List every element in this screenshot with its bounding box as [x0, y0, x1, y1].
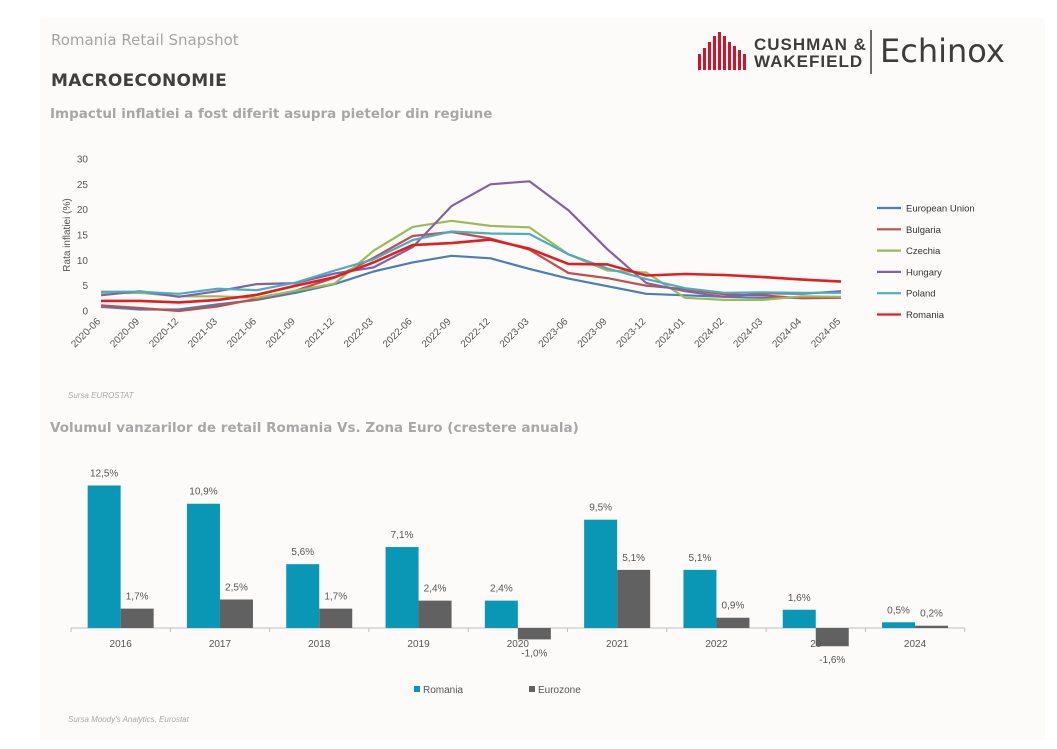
data-label: 1,7%: [324, 592, 347, 603]
category-label: 2022: [705, 639, 728, 650]
category-label: 2018: [308, 639, 331, 650]
category-label: 2021: [606, 639, 629, 650]
data-label: 2,4%: [424, 584, 447, 595]
bar-eurozone: [716, 617, 750, 628]
data-label: 9,5%: [589, 503, 612, 514]
report-header: Romania Retail Snapshot: [51, 31, 239, 49]
legend-label: Romania: [906, 310, 945, 321]
bar-eurozone: [418, 600, 452, 628]
category-label: 2017: [209, 639, 232, 650]
bar-eurozone: [219, 599, 253, 628]
data-label: 1,7%: [126, 592, 149, 603]
y-tick-label: 30: [77, 155, 89, 166]
legend-swatch: [529, 686, 535, 692]
series-line: [100, 219, 842, 301]
y-tick-label: 5: [82, 281, 88, 292]
category-label: 2020: [507, 639, 530, 650]
bar-eurozone: [120, 608, 154, 628]
legend-label: European Union: [906, 204, 975, 215]
bar-eurozone: [815, 628, 849, 647]
bar-romania: [683, 569, 717, 628]
bar-eurozone: [517, 628, 551, 640]
bar-eurozone: [617, 569, 651, 628]
data-label: 0,2%: [920, 609, 943, 620]
legend-label: Hungary: [906, 267, 942, 278]
category-label: 2019: [407, 639, 430, 650]
retail-chart-source: Sursa Moody's Analytics, Eurostat: [68, 715, 189, 724]
bar-romania: [385, 547, 419, 628]
logo-text: CUSHMAN & WAKEFIELD: [754, 36, 867, 70]
series-line: [101, 230, 841, 295]
legend-label: Bulgaria: [906, 225, 942, 236]
inflation-chart-source: Sursa EUROSTAT: [68, 391, 134, 400]
bar-romania: [186, 503, 220, 628]
y-tick-label: 15: [77, 231, 89, 242]
data-label: 12,5%: [90, 469, 118, 480]
legend-label: Poland: [906, 289, 936, 300]
bar-romania: [882, 622, 916, 628]
logo-echinox: Echinox: [880, 32, 1005, 70]
y-tick-label: 20: [77, 205, 89, 216]
bar-eurozone: [319, 608, 353, 628]
bar-romania: [782, 609, 816, 628]
logo-line-2: WAKEFIELD: [754, 52, 864, 71]
logo-divider: [870, 30, 872, 74]
legend-swatch: [414, 686, 420, 692]
section-title: MACROECONOMIE: [51, 71, 228, 91]
y-tick-label: 0: [82, 307, 88, 318]
cw-logo-icon: [698, 32, 746, 70]
data-label: 7,1%: [391, 530, 414, 541]
data-label: 5,1%: [622, 553, 645, 564]
inflation-chart-title: Impactul inflatiei a fost diferit asupra…: [50, 106, 493, 122]
data-label: -1,0%: [521, 648, 547, 659]
data-label: 2,5%: [225, 583, 248, 594]
data-label: 0,9%: [722, 601, 745, 612]
legend-label: Czechia: [906, 246, 941, 257]
category-label: 20: [810, 639, 822, 650]
data-label: 5,1%: [689, 553, 712, 564]
data-label: 10,9%: [189, 487, 217, 498]
data-label: 1,6%: [788, 593, 811, 604]
bar-romania: [484, 600, 518, 628]
legend-label: Romania: [423, 685, 463, 696]
series-line: [100, 230, 842, 313]
data-label: -1,6%: [819, 655, 845, 666]
category-label: 2024: [904, 639, 927, 650]
data-label: 5,6%: [291, 547, 314, 558]
bar-romania: [584, 519, 618, 628]
category-label: 2016: [110, 639, 133, 650]
bar-romania: [87, 485, 121, 628]
legend-label: Eurozone: [538, 685, 581, 696]
bar-romania: [286, 564, 320, 628]
y-tick-label: 10: [77, 256, 89, 267]
logo-line-1: CUSHMAN &: [754, 35, 867, 54]
retail-chart-title: Volumul vanzarilor de retail Romania Vs.…: [50, 420, 579, 436]
series-line: [101, 238, 842, 304]
bar-eurozone: [915, 625, 949, 628]
data-label: 0,5%: [887, 605, 910, 616]
company-logo: CUSHMAN & WAKEFIELD Echinox: [696, 30, 1026, 76]
y-axis-label: Rata inflatiei (%): [62, 198, 73, 271]
y-tick-label: 25: [77, 180, 89, 191]
data-label: 2,4%: [490, 584, 513, 595]
